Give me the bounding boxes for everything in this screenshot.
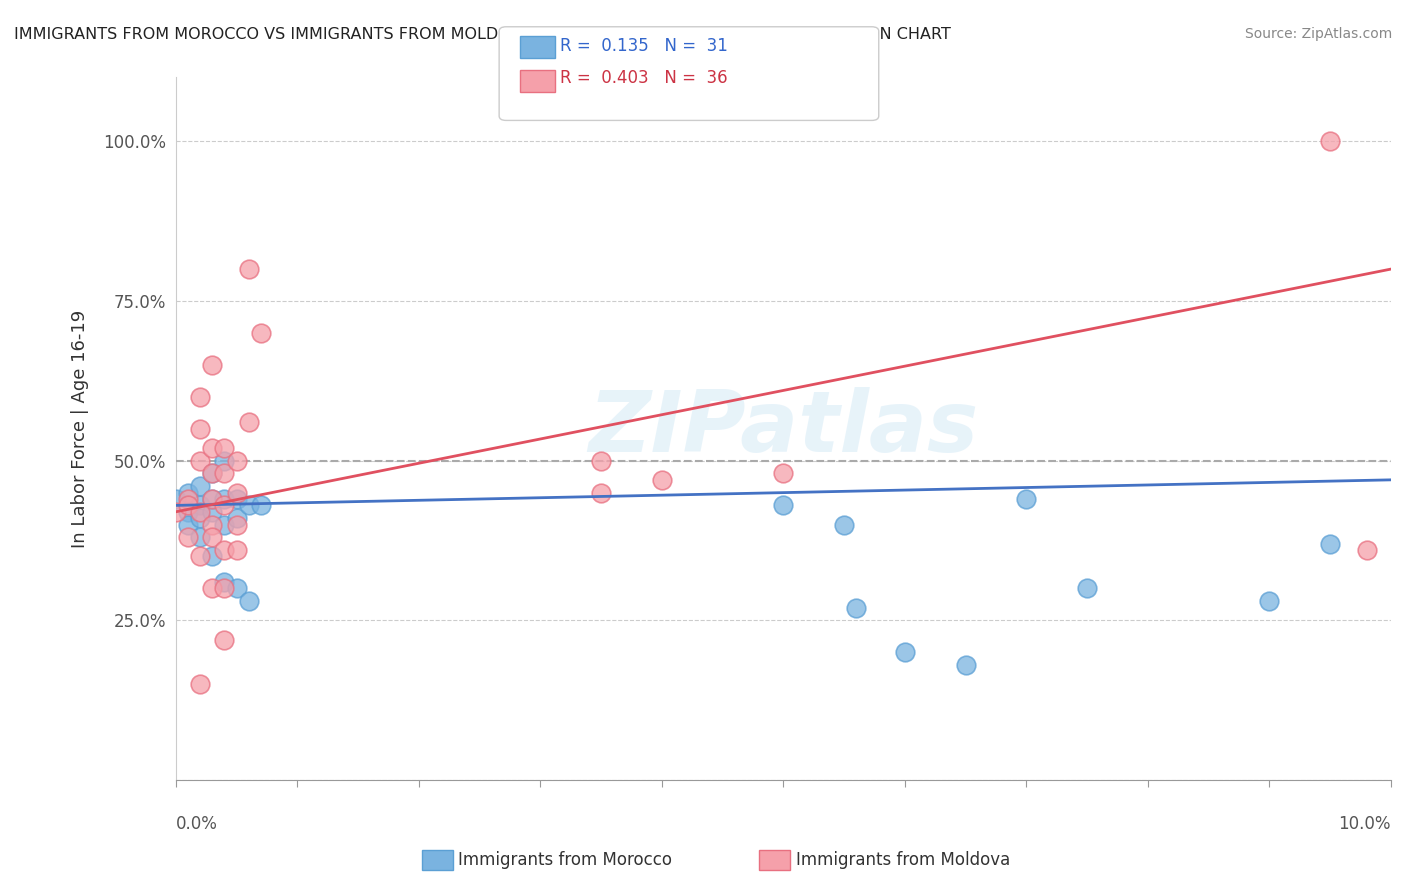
- Point: [225, 582, 247, 596]
- Point: [651, 473, 673, 487]
- Point: [188, 511, 211, 525]
- Text: IMMIGRANTS FROM MOROCCO VS IMMIGRANTS FROM MOLDOVA IN LABOR FORCE | AGE 16-19 CO: IMMIGRANTS FROM MOROCCO VS IMMIGRANTS FR…: [14, 27, 950, 43]
- Point: [188, 549, 211, 564]
- Point: [1319, 537, 1341, 551]
- Point: [165, 491, 187, 506]
- Point: [894, 645, 917, 659]
- Point: [201, 582, 224, 596]
- Point: [225, 543, 247, 558]
- Point: [214, 543, 236, 558]
- Point: [955, 658, 977, 673]
- Point: [188, 499, 211, 513]
- Point: [225, 491, 247, 506]
- Point: [177, 485, 200, 500]
- Point: [845, 600, 868, 615]
- Point: [238, 499, 260, 513]
- Point: [1355, 543, 1378, 558]
- Point: [188, 422, 211, 436]
- Point: [238, 594, 260, 608]
- Point: [188, 505, 211, 519]
- Point: [201, 491, 224, 506]
- Point: [1015, 491, 1038, 506]
- Point: [188, 453, 211, 467]
- Point: [188, 677, 211, 691]
- Point: [225, 485, 247, 500]
- Text: ZIPatlas: ZIPatlas: [588, 387, 979, 470]
- Point: [201, 505, 224, 519]
- Point: [177, 517, 200, 532]
- Text: Immigrants from Morocco: Immigrants from Morocco: [458, 851, 672, 869]
- Point: [201, 517, 224, 532]
- Point: [214, 453, 236, 467]
- Point: [214, 632, 236, 647]
- Point: [1258, 594, 1281, 608]
- Point: [1076, 582, 1098, 596]
- Text: Immigrants from Moldova: Immigrants from Moldova: [796, 851, 1010, 869]
- Point: [201, 530, 224, 544]
- Point: [201, 467, 224, 481]
- Point: [214, 441, 236, 455]
- Point: [165, 505, 187, 519]
- Point: [591, 485, 613, 500]
- Text: R =  0.135   N =  31: R = 0.135 N = 31: [560, 37, 727, 55]
- Point: [772, 467, 794, 481]
- Point: [201, 491, 224, 506]
- Point: [214, 499, 236, 513]
- Point: [225, 511, 247, 525]
- Text: 0.0%: 0.0%: [176, 815, 218, 833]
- Point: [772, 499, 794, 513]
- Point: [250, 326, 273, 340]
- Point: [591, 453, 613, 467]
- Point: [214, 517, 236, 532]
- Point: [214, 582, 236, 596]
- Point: [177, 499, 200, 513]
- Point: [238, 262, 260, 277]
- Point: [201, 441, 224, 455]
- Point: [177, 530, 200, 544]
- Point: [225, 517, 247, 532]
- Point: [214, 491, 236, 506]
- Text: R =  0.403   N =  36: R = 0.403 N = 36: [560, 70, 727, 87]
- Point: [177, 491, 200, 506]
- Point: [250, 499, 273, 513]
- Point: [201, 549, 224, 564]
- Point: [201, 467, 224, 481]
- Text: Source: ZipAtlas.com: Source: ZipAtlas.com: [1244, 27, 1392, 41]
- Point: [238, 415, 260, 429]
- Point: [201, 358, 224, 372]
- Point: [188, 390, 211, 404]
- Text: 10.0%: 10.0%: [1339, 815, 1391, 833]
- Point: [214, 575, 236, 590]
- Point: [188, 530, 211, 544]
- Point: [1319, 134, 1341, 148]
- Y-axis label: In Labor Force | Age 16-19: In Labor Force | Age 16-19: [72, 310, 89, 548]
- Point: [188, 479, 211, 493]
- Point: [225, 453, 247, 467]
- Point: [214, 467, 236, 481]
- Point: [832, 517, 855, 532]
- Point: [177, 505, 200, 519]
